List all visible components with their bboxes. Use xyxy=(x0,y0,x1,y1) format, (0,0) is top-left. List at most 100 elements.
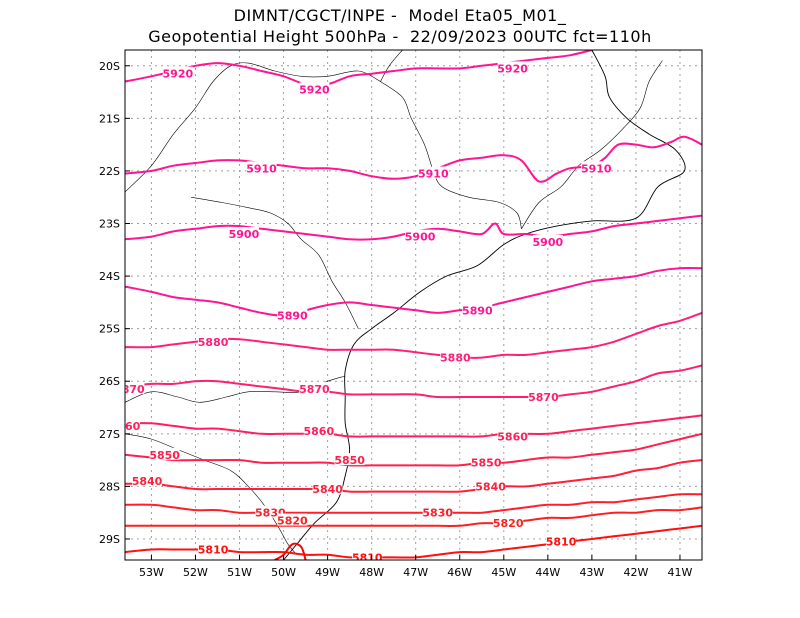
contour-5900 xyxy=(125,214,702,241)
contour-5850 xyxy=(125,432,702,467)
contour-label-bg xyxy=(125,382,145,395)
contour-label: 5870 xyxy=(299,383,330,396)
state-border xyxy=(125,433,298,555)
state-border xyxy=(380,50,403,82)
contour-label: 5860 xyxy=(110,420,141,433)
contour-label-bg xyxy=(125,418,140,431)
contour-labels: 5920 5920 5920 5910 5910 5910 5900 5900 5900 5890… xyxy=(110,61,612,560)
contour-label: 5910 xyxy=(418,168,449,181)
contour-label: 5880 xyxy=(440,352,471,365)
contour-label: 5810 xyxy=(546,536,577,549)
contour-label: 5820 xyxy=(277,515,308,528)
contour-label: 5880 xyxy=(198,336,229,349)
y-tick-label: 26S xyxy=(99,375,120,388)
graticule-grid xyxy=(125,50,702,560)
contour-label-bg xyxy=(312,482,343,495)
state-border xyxy=(380,81,522,229)
x-tick-label: 42W xyxy=(623,566,648,579)
y-tick-label: 22S xyxy=(99,165,120,178)
contour-label: 5900 xyxy=(229,228,260,241)
contour-5860 xyxy=(125,414,702,438)
map-title-line-2: Geopotential Height 500hPa - 22/09/2023 … xyxy=(148,27,652,46)
x-tick-label: 51W xyxy=(227,566,252,579)
x-tick-label: 52W xyxy=(183,566,208,579)
contour-label-bg xyxy=(462,303,493,316)
map-title-line-1: DIMNT/CGCT/INPE - Model Eta05_M01_ xyxy=(233,6,567,25)
height-contours xyxy=(125,50,702,560)
contour-label-bg xyxy=(475,479,506,492)
y-tick-label: 27S xyxy=(99,428,120,441)
y-tick-label: 21S xyxy=(99,112,120,125)
contour-label: 5820 xyxy=(493,517,524,530)
contour-label: 5840 xyxy=(132,475,163,488)
contour-label-bg xyxy=(303,424,334,437)
contour-label: 5860 xyxy=(497,430,528,443)
x-tick-label: 43W xyxy=(579,566,604,579)
x-tick-label: 49W xyxy=(315,566,340,579)
contour-label: 5850 xyxy=(334,454,365,467)
x-tick-label: 44W xyxy=(535,566,560,579)
contour-label-bg xyxy=(581,161,612,174)
x-tick-label: 47W xyxy=(403,566,428,579)
x-tick-label: 48W xyxy=(359,566,384,579)
contour-label: 5900 xyxy=(405,231,436,244)
contour-label-bg xyxy=(532,234,563,247)
contour-label: 5920 xyxy=(299,83,330,96)
contour-label-bg xyxy=(228,227,259,240)
y-tick-label: 28S xyxy=(99,480,120,493)
contour-label: 5850 xyxy=(149,449,180,462)
contour-label: 5900 xyxy=(533,236,564,249)
contour-5870 xyxy=(125,364,702,399)
state-border xyxy=(521,60,663,229)
contour-label-bg xyxy=(162,66,193,79)
contour-label-bg xyxy=(149,447,180,460)
state-border xyxy=(125,62,381,193)
contour-label-bg xyxy=(405,229,436,242)
y-tick-label: 23S xyxy=(99,218,120,231)
contour-label: 5920 xyxy=(163,68,194,81)
contour-label-bg xyxy=(277,308,308,321)
contour-label-bg xyxy=(334,453,365,466)
contour-label-bg xyxy=(546,534,577,547)
contour-label: 5840 xyxy=(312,483,343,496)
contour-label-bg xyxy=(299,82,330,95)
contour-label-bg xyxy=(246,161,277,174)
x-tick-label: 45W xyxy=(491,566,516,579)
contour-label-bg xyxy=(471,455,502,468)
map-frame xyxy=(124,49,703,561)
geography-lines xyxy=(125,50,686,560)
contour-label-bg xyxy=(277,513,308,526)
contour-label-bg xyxy=(440,350,471,363)
x-tick-label: 50W xyxy=(271,566,296,579)
contour-label-bg xyxy=(418,166,449,179)
contour-label-bg xyxy=(528,390,559,403)
contour-label: 5910 xyxy=(246,162,277,175)
contour-label: 5890 xyxy=(462,304,493,317)
contour-label-bg xyxy=(132,474,163,487)
x-tick-label: 41W xyxy=(668,566,693,579)
contour-label: 5850 xyxy=(471,457,502,470)
contour-label: 5910 xyxy=(581,162,612,175)
x-tick-label: 53W xyxy=(139,566,164,579)
contour-label: 5830 xyxy=(422,507,453,520)
contour-5820 xyxy=(125,506,702,528)
y-tick-label: 29S xyxy=(99,533,120,546)
contour-label: 5870 xyxy=(114,383,145,396)
state-border xyxy=(191,196,359,329)
contour-5830 xyxy=(125,493,702,514)
contour-5840 xyxy=(125,459,702,493)
contour-label: 5870 xyxy=(528,391,559,404)
contour-label-bg xyxy=(497,429,528,442)
y-tick-label: 25S xyxy=(99,323,120,336)
contour-label: 5860 xyxy=(303,425,334,438)
contour-label-bg xyxy=(497,61,528,74)
contour-label-bg xyxy=(198,542,229,555)
contour-label-bg xyxy=(493,516,524,529)
contour-label: 5810 xyxy=(198,543,229,556)
y-tick-label: 20S xyxy=(99,60,120,73)
contour-label-bg xyxy=(299,382,330,395)
x-tick-label: 46W xyxy=(447,566,472,579)
contour-label-bg xyxy=(422,505,453,518)
y-tick-label: 24S xyxy=(99,270,120,283)
